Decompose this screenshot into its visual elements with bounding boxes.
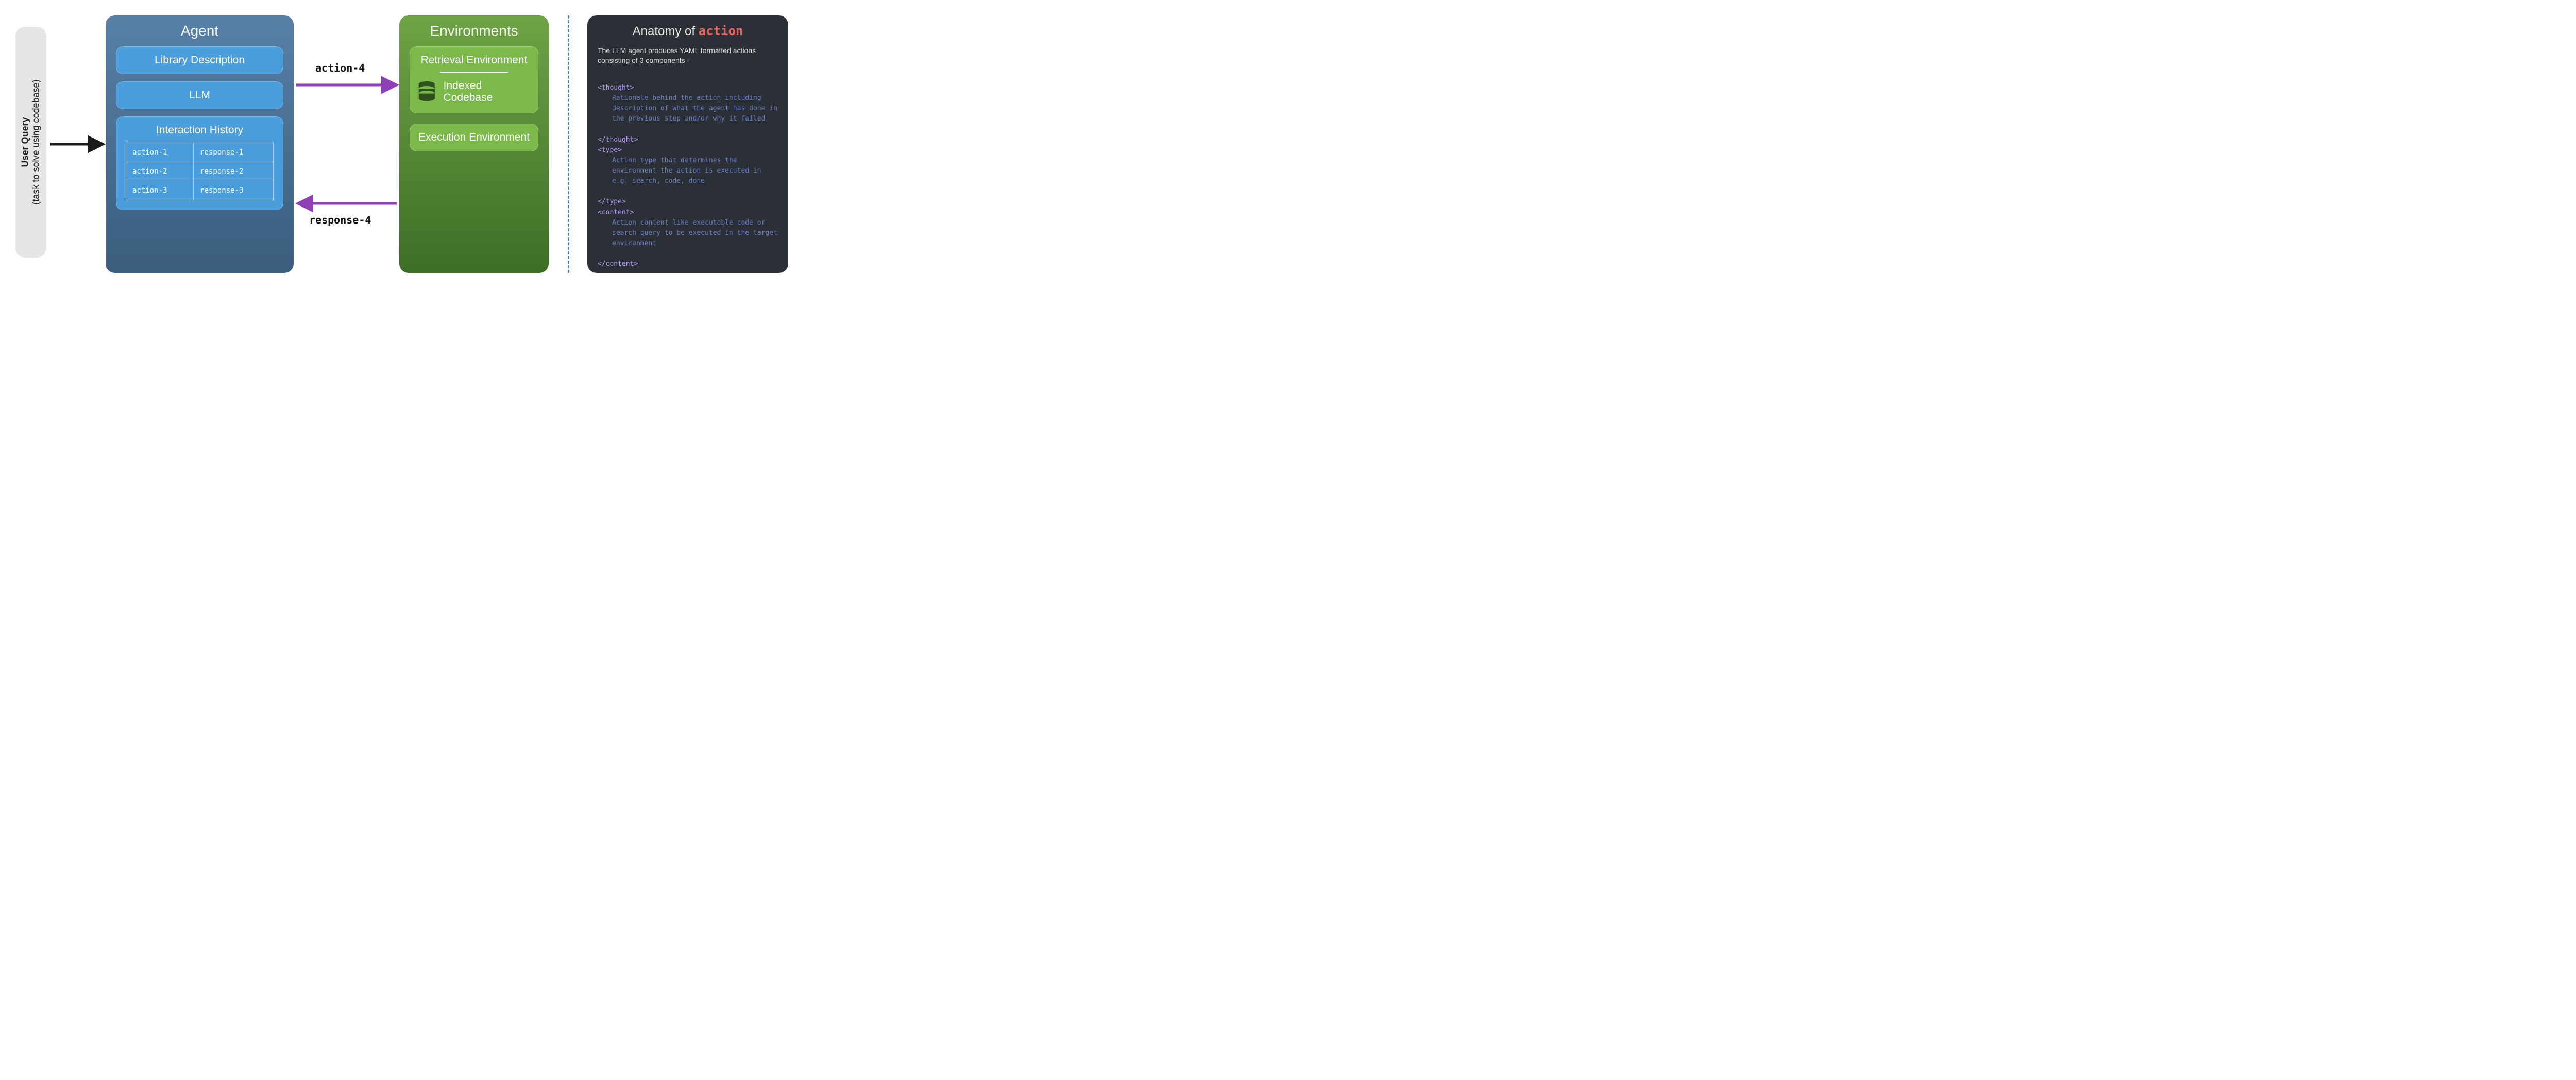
llm-box: LLM [116,81,283,109]
retrieval-label: Retrieval Environment [421,54,528,66]
code-tag: </content> [598,260,638,268]
anatomy-title-action: action [699,24,743,38]
anatomy-title-prefix: Anatomy of [633,24,699,38]
response-arrow-label: response-4 [309,214,371,226]
interaction-history-box: Interaction History action-1 response-1 … [116,116,283,210]
code-body: Action type that determines the environm… [598,156,778,186]
retrieval-environment-box: Retrieval Environment Indexed Codebase [410,46,538,113]
history-title: Interaction History [126,124,274,136]
indexed-codebase-text: Indexed Codebase [444,80,493,104]
user-query-title: User Query [20,117,30,167]
environments-panel: Environments Retrieval Environment Index… [399,15,549,273]
retrieval-divider [440,72,508,73]
library-description-box: Library Description [116,46,283,74]
execution-environment-box: Execution Environment [410,124,538,151]
anatomy-description: The LLM agent produces YAML formatted ac… [598,46,778,65]
code-tag: <type> [598,146,622,154]
user-query-panel: User Query (task to solve using codebase… [15,27,46,258]
history-response-cell: response-1 [194,143,274,162]
execution-label: Execution Environment [418,131,530,143]
history-action-cell: action-1 [126,143,194,162]
indexed-codebase-label: Indexed Codebase [444,80,531,104]
agent-title: Agent [181,23,218,39]
history-response-cell: response-2 [194,162,274,181]
code-tag: </thought> [598,136,638,144]
diagram-canvas: User Query (task to solve using codebase… [10,10,793,273]
database-icon [417,80,436,103]
code-body: Action content like executable code or s… [598,218,778,249]
action-arrow-label: action-4 [315,62,365,74]
indexed-codebase-row: Indexed Codebase [417,80,531,104]
agent-panel: Agent Library Description LLM Interactio… [106,15,294,273]
anatomy-panel: Anatomy of action The LLM agent produces… [587,15,788,273]
history-action-cell: action-3 [126,181,194,200]
code-tag: <content> [598,209,634,216]
code-tag: <thought> [598,84,634,92]
table-row: action-3 response-3 [126,181,274,200]
anatomy-title: Anatomy of action [598,24,778,39]
user-query-subtitle: (task to solve using codebase) [31,79,41,204]
retrieval-title: Retrieval Environment [417,54,531,66]
vertical-divider [568,15,569,273]
history-response-cell: response-3 [194,181,274,200]
code-tag: </type> [598,198,626,205]
history-action-cell: action-2 [126,162,194,181]
anatomy-code-block: <thought> Rationale behind the action in… [598,73,778,270]
code-body: Rationale behind the action including de… [598,93,778,124]
table-row: action-1 response-1 [126,143,274,162]
user-query-text: User Query (task to solve using codebase… [20,79,42,204]
environments-title: Environments [430,23,518,39]
history-table: action-1 response-1 action-2 response-2 … [126,143,274,200]
table-row: action-2 response-2 [126,162,274,181]
